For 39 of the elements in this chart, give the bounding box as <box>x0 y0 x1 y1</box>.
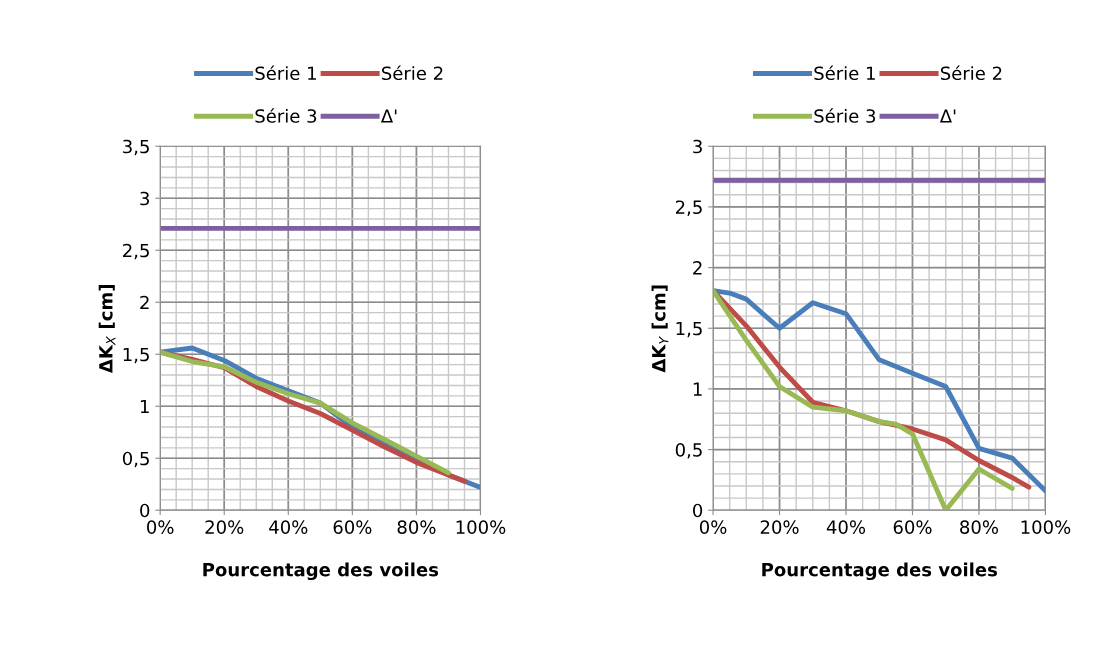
x-tick-label: 60% <box>893 520 932 534</box>
y-tick-label: 2,5 <box>675 200 702 216</box>
y-tick-label: 0,5 <box>122 451 149 468</box>
legend-label: Δ' <box>380 109 397 123</box>
y-tick-label: 1,5 <box>676 321 702 338</box>
legend-label: Série 3 <box>814 108 876 123</box>
x-axis-title: Pourcentage des voiles <box>203 562 439 581</box>
y-tick-label: 2,5 <box>123 243 149 260</box>
y-tick-label: 3 <box>693 139 702 154</box>
y-tick-label: 2 <box>140 295 149 310</box>
x-tick-label: 60% <box>333 520 372 534</box>
x-tick-label: 80% <box>397 520 436 534</box>
x-tick-label: 100% <box>1021 520 1071 534</box>
legend-label: Série 1 <box>814 65 875 81</box>
y-axis-title: ΔK$_{Y}$ [cm] <box>651 285 669 373</box>
x-tick-label: 40% <box>269 520 308 534</box>
y-tick-label: 0 <box>140 503 150 518</box>
y-tick-label: 1,5 <box>123 347 149 364</box>
y-tick-label: 2 <box>693 261 702 275</box>
legend-label: Série 3 <box>255 108 317 123</box>
x-tick-label: 100% <box>456 520 506 534</box>
y-tick-label: 0,5 <box>675 443 702 459</box>
x-tick-label: 40% <box>826 520 866 534</box>
x-axis-title: Pourcentage des voiles <box>762 562 997 581</box>
x-tick-label: 0% <box>699 520 727 534</box>
x-tick-label: 20% <box>205 520 244 534</box>
x-tick-label: 80% <box>960 520 999 534</box>
legend-label: Série 2 <box>382 65 443 81</box>
x-tick-label: 20% <box>760 520 799 534</box>
y-tick-label: 1 <box>140 399 149 414</box>
y-tick-label: 3 <box>140 191 149 206</box>
x-tick-label: 0% <box>147 520 174 534</box>
y-tick-label: 3,5 <box>123 139 149 156</box>
y-axis-title: ΔK$_{X}$ [cm] <box>98 285 116 374</box>
legend-label: Δ' <box>939 109 956 123</box>
legend-label: Série 1 <box>255 65 316 81</box>
legend-label: Série 2 <box>940 65 1002 81</box>
y-tick-label: 1 <box>693 382 702 396</box>
y-tick-label: 0 <box>693 503 703 518</box>
